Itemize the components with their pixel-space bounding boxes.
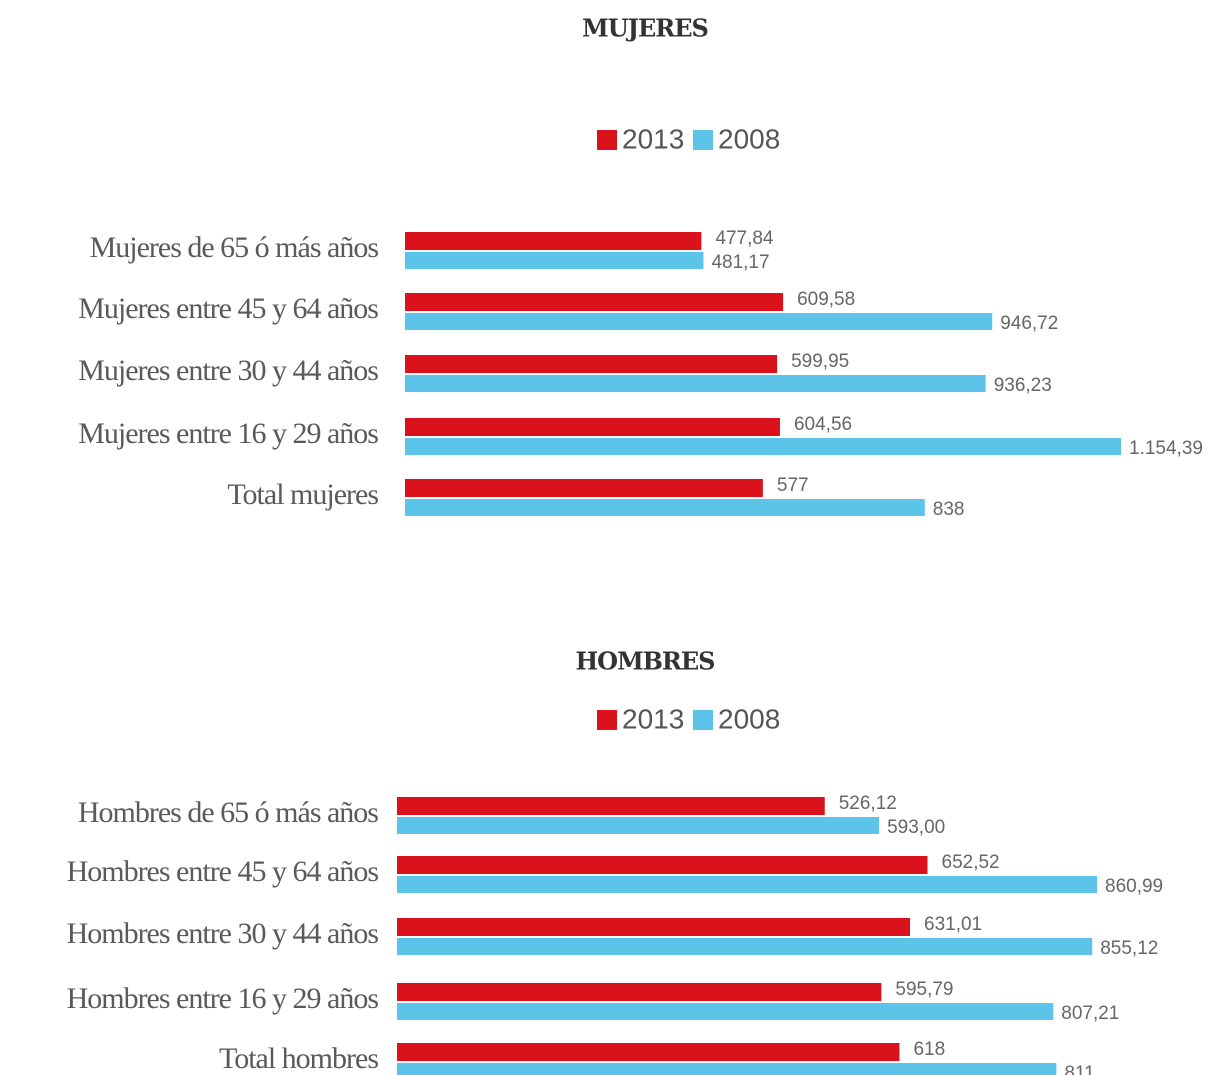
- value-label: 860,99: [1105, 876, 1163, 897]
- bar: [405, 499, 925, 516]
- bar: [397, 983, 882, 1001]
- legend-label: 2013: [622, 703, 684, 734]
- bar: [405, 418, 780, 436]
- value-label: 652,52: [942, 852, 1000, 873]
- value-label: 631,01: [924, 914, 982, 935]
- legend-swatch: [693, 710, 713, 730]
- category-label: Mujeres entre 30 y 44 años: [78, 354, 378, 387]
- value-label: 604,56: [794, 414, 852, 435]
- value-label: 838: [933, 499, 965, 520]
- legend-label: 2013: [622, 123, 684, 154]
- value-label: 811: [1064, 1063, 1094, 1075]
- legend-label: 2008: [718, 703, 780, 734]
- category-label: Mujeres entre 16 y 29 años: [78, 417, 378, 450]
- bar: [405, 375, 986, 392]
- bar: [405, 438, 1121, 455]
- value-label: 855,12: [1100, 938, 1158, 959]
- bar: [405, 232, 702, 250]
- bar: [405, 252, 704, 269]
- value-label: 599,95: [791, 351, 849, 372]
- category-label: Total mujeres: [227, 478, 378, 511]
- bar: [397, 1063, 1057, 1075]
- value-label: 936,23: [994, 375, 1052, 396]
- legend-swatch: [597, 710, 617, 730]
- bar: [397, 1043, 900, 1061]
- bar: [405, 313, 993, 330]
- bar: [397, 797, 825, 815]
- value-label: 595,79: [895, 979, 953, 1000]
- bar: [397, 918, 911, 936]
- category-label: Hombres entre 30 y 44 años: [67, 917, 379, 950]
- bar: [397, 1003, 1054, 1020]
- bar: [397, 817, 880, 834]
- category-label: Hombres de 65 ó más años: [78, 796, 378, 829]
- bar: [397, 876, 1097, 893]
- value-label: 481,17: [711, 252, 769, 273]
- category-label: Mujeres de 65 ó más años: [90, 231, 379, 264]
- bar: [397, 856, 928, 874]
- bar: [405, 293, 784, 311]
- chart-title: HOMBRES: [575, 647, 714, 676]
- value-label: 577: [777, 475, 809, 496]
- legend-swatch: [597, 130, 617, 150]
- value-label: 1.154,39: [1129, 438, 1203, 459]
- category-label: Hombres entre 16 y 29 años: [67, 982, 379, 1015]
- category-label: Total hombres: [219, 1042, 378, 1075]
- chart-title: MUJERES: [582, 14, 708, 43]
- legend-label: 2008: [718, 123, 780, 154]
- legend-swatch: [693, 130, 713, 150]
- bar: [405, 479, 763, 497]
- value-label: 946,72: [1000, 313, 1058, 334]
- value-label: 618: [913, 1039, 945, 1060]
- value-label: 609,58: [797, 289, 855, 310]
- category-label: Hombres entre 45 y 64 años: [67, 855, 379, 888]
- bar: [397, 938, 1093, 955]
- bar: [405, 355, 778, 373]
- value-label: 807,21: [1061, 1003, 1119, 1024]
- category-label: Mujeres entre 45 y 64 años: [78, 292, 378, 325]
- value-label: 477,84: [715, 228, 774, 249]
- value-label: 593,00: [887, 817, 945, 838]
- value-label: 526,12: [839, 793, 897, 814]
